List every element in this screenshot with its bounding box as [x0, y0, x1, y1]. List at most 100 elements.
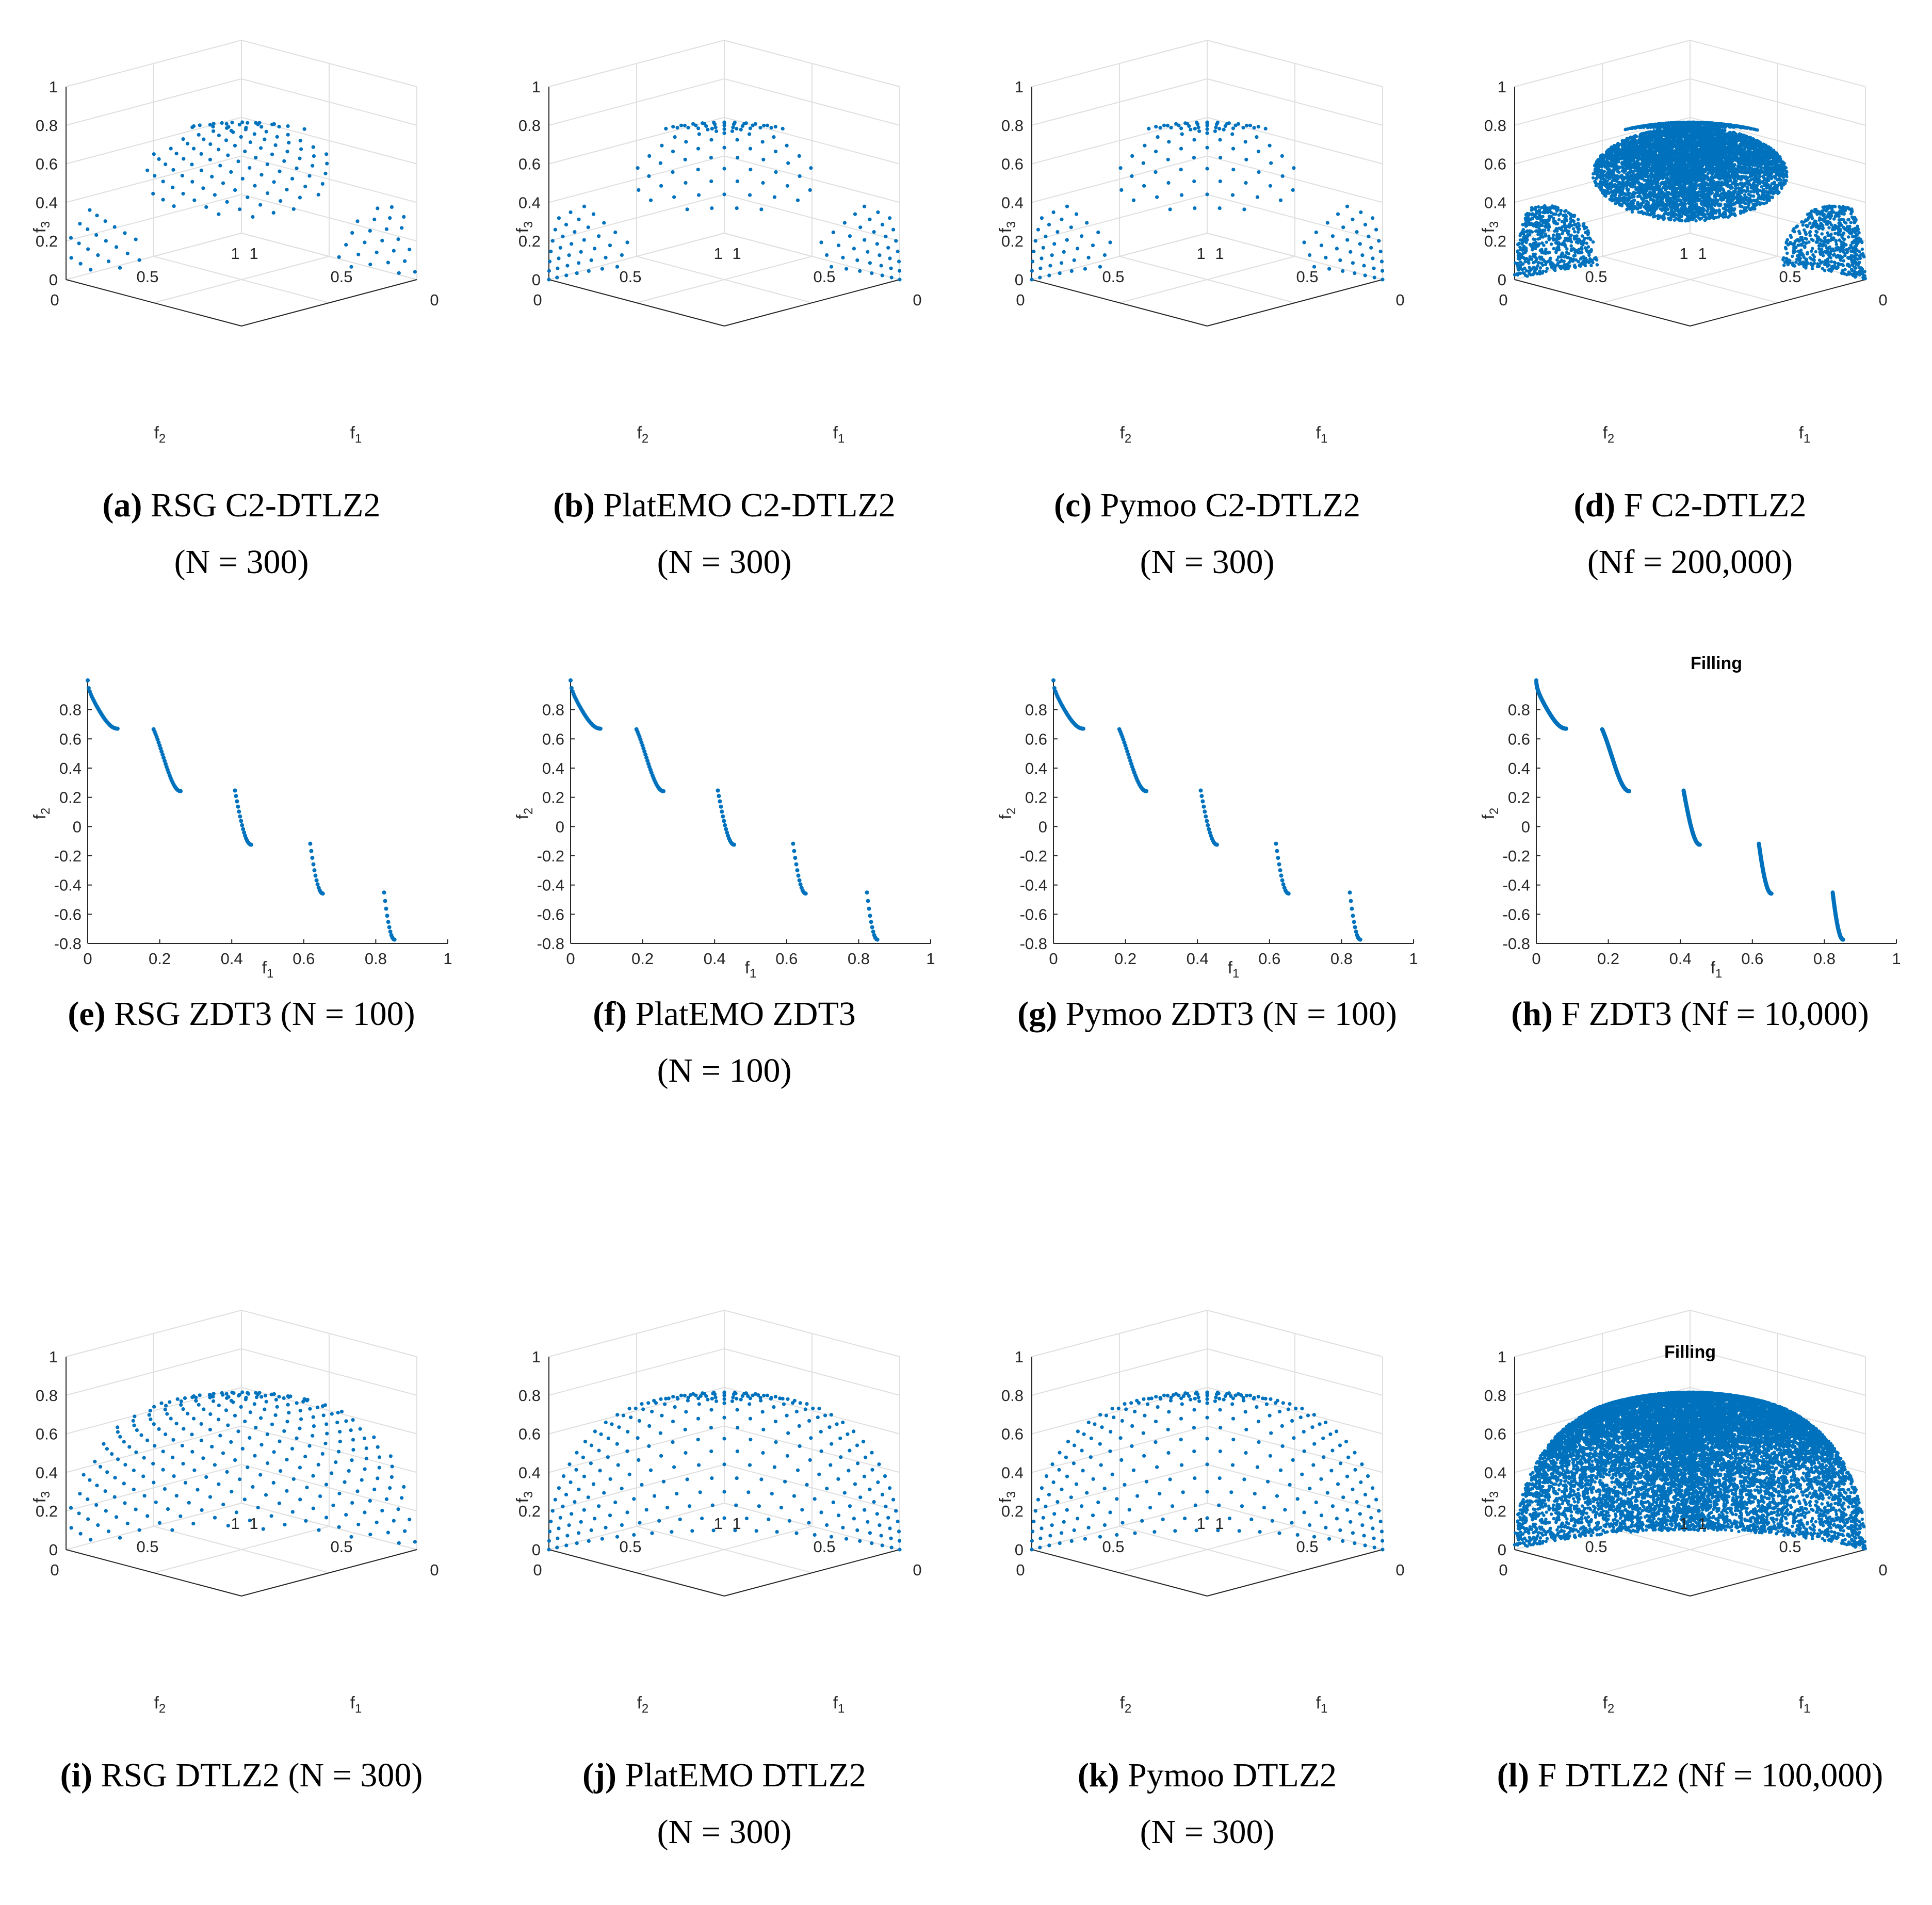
data-point — [199, 168, 203, 172]
data-point — [1091, 243, 1095, 248]
data-point — [600, 267, 604, 271]
data-point — [709, 179, 713, 184]
data-point — [246, 195, 250, 200]
data-point — [1353, 271, 1357, 275]
data-point — [1372, 275, 1376, 280]
data-point — [556, 266, 560, 270]
data-point — [254, 121, 258, 125]
data-point — [1130, 154, 1134, 158]
data-point — [868, 217, 872, 221]
data-point — [1047, 273, 1051, 278]
data-point — [164, 162, 168, 167]
data-point — [1041, 246, 1045, 250]
data-point — [233, 188, 237, 192]
data-point — [722, 120, 726, 124]
z-tick-label: 0.4 — [36, 193, 58, 211]
y-tick-label: 1 — [1196, 245, 1205, 263]
data-point — [96, 253, 100, 257]
data-point — [311, 164, 315, 168]
data-point — [1083, 267, 1087, 271]
data-point — [1069, 269, 1074, 273]
data-point — [730, 129, 734, 133]
data-point — [589, 258, 593, 263]
y-tick-label: 1 — [231, 245, 239, 263]
data-point — [1252, 126, 1256, 130]
data-point — [1131, 198, 1136, 202]
wall-grid-line — [548, 232, 900, 280]
data-point — [106, 259, 111, 264]
z-tick-label: 0 — [49, 271, 58, 289]
data-point — [1268, 143, 1272, 148]
data-point — [550, 239, 555, 243]
data-point — [1183, 121, 1188, 125]
data-point — [190, 162, 194, 167]
data-point — [1033, 239, 1037, 243]
data-point — [848, 234, 852, 238]
data-point — [774, 170, 778, 174]
data-point — [671, 125, 675, 129]
data-point — [853, 212, 857, 216]
data-point — [210, 174, 214, 178]
data-point — [836, 243, 841, 248]
data-point — [1227, 121, 1231, 125]
data-point — [174, 152, 178, 156]
data-point — [291, 207, 296, 211]
data-points — [547, 120, 902, 282]
data-point — [259, 125, 264, 129]
data-point — [722, 145, 726, 150]
data-point — [1338, 258, 1342, 263]
data-point — [1141, 161, 1145, 165]
data-point — [845, 267, 849, 271]
data-point — [1725, 199, 1729, 203]
data-point — [243, 127, 248, 132]
x-axis-line — [66, 279, 242, 327]
data-point — [1143, 143, 1147, 148]
data-point — [1213, 129, 1217, 133]
data-point — [769, 126, 773, 130]
data-point — [878, 253, 882, 257]
data-point — [1369, 246, 1373, 250]
data-point — [1351, 261, 1355, 265]
caption-tag: (b) — [553, 486, 595, 524]
data-points — [69, 120, 417, 275]
data-point — [349, 265, 353, 269]
data-point — [208, 157, 212, 161]
data-point — [307, 174, 312, 178]
z-tick-label: 1 — [532, 78, 541, 96]
data-point — [1236, 122, 1240, 126]
data-point — [684, 140, 688, 144]
data-point — [299, 147, 303, 151]
data-point — [710, 206, 714, 210]
data-point — [709, 156, 713, 160]
data-point — [1205, 167, 1209, 171]
data-point — [257, 121, 262, 125]
data-point — [760, 140, 765, 144]
data-point — [706, 127, 710, 132]
data-point — [685, 207, 689, 211]
data-point — [1060, 217, 1064, 221]
data-point — [797, 154, 801, 158]
data-point — [248, 166, 252, 170]
z-tick-label: 0.6 — [518, 155, 541, 173]
data-point — [675, 126, 679, 130]
data-point — [217, 212, 221, 216]
data-point — [659, 184, 663, 188]
data-point — [236, 159, 240, 164]
data-point — [888, 256, 892, 260]
data-point — [1218, 179, 1222, 184]
data-point — [201, 186, 205, 190]
data-point — [1108, 240, 1112, 245]
data-point — [275, 135, 279, 139]
data-point — [1230, 193, 1235, 197]
data-point — [1174, 122, 1178, 126]
data-point — [231, 130, 235, 134]
data-point — [298, 196, 302, 200]
y-tick-label: 0 — [533, 291, 542, 309]
caption-tag: (c) — [1054, 486, 1092, 524]
data-point — [1363, 273, 1367, 278]
z-axis-label: f3 — [513, 221, 535, 233]
data-point — [1166, 157, 1170, 161]
data-point — [1231, 146, 1236, 151]
data-point — [169, 146, 173, 151]
data-point — [733, 120, 737, 124]
